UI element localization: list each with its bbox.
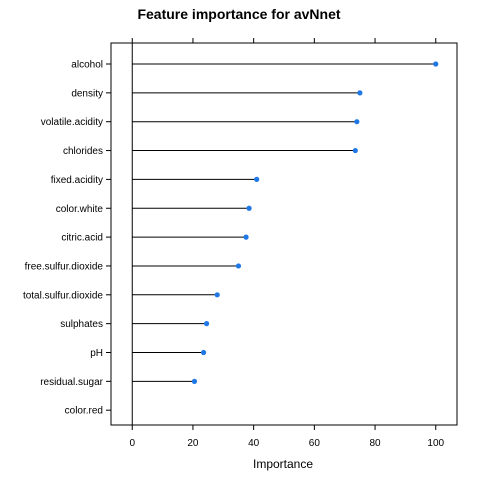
importance-point <box>354 119 360 125</box>
importance-point <box>352 147 358 154</box>
chart-marks <box>131 43 439 425</box>
bottom-axis-ticks: 0 20 40 60 80 100 <box>129 425 445 449</box>
importance-point <box>357 90 363 96</box>
importance-point <box>200 349 207 356</box>
importance-point <box>243 234 249 240</box>
y-axis-ticks: alcohol density volatile.acidity chlorides f… <box>23 60 111 417</box>
y-tick-label: fixed.acidity <box>51 175 103 186</box>
x-tick-label: 60 <box>309 438 321 449</box>
top-axis-ticks <box>131 38 437 43</box>
importance-point <box>191 378 198 384</box>
y-tick-label: sulphates <box>60 319 103 330</box>
y-tick-label: pH <box>90 348 103 359</box>
x-tick-label: 0 <box>129 438 135 449</box>
y-tick-label: volatile.acidity <box>41 117 103 128</box>
y-tick-label: citric.acid <box>61 233 103 244</box>
x-tick-label: 80 <box>369 438 381 449</box>
y-tick-label: free.sulfur.dioxide <box>25 261 104 272</box>
plot-frame <box>110 42 458 426</box>
importance-point <box>204 321 210 327</box>
y-tick-label: density <box>71 88 103 99</box>
x-tick-label: 40 <box>248 438 260 449</box>
x-tick-label: 100 <box>427 438 444 449</box>
x-tick-label: 20 <box>187 438 199 449</box>
importance-point <box>254 176 260 182</box>
importance-point <box>214 292 220 298</box>
y-tick-label: chlorides <box>63 146 103 157</box>
y-tick-label: residual.sugar <box>40 377 103 388</box>
y-tick-label: total.sulfur.dioxide <box>23 290 103 301</box>
x-axis-label: Importance <box>253 457 313 471</box>
y-tick-label: color.white <box>56 204 104 215</box>
chart-title: Feature importance for avNnet <box>137 6 340 22</box>
importance-point <box>433 61 439 67</box>
y-tick-label: color.red <box>65 406 103 417</box>
y-tick-label: alcohol <box>71 60 103 71</box>
importance-point <box>246 205 252 211</box>
importance-point <box>235 263 242 269</box>
